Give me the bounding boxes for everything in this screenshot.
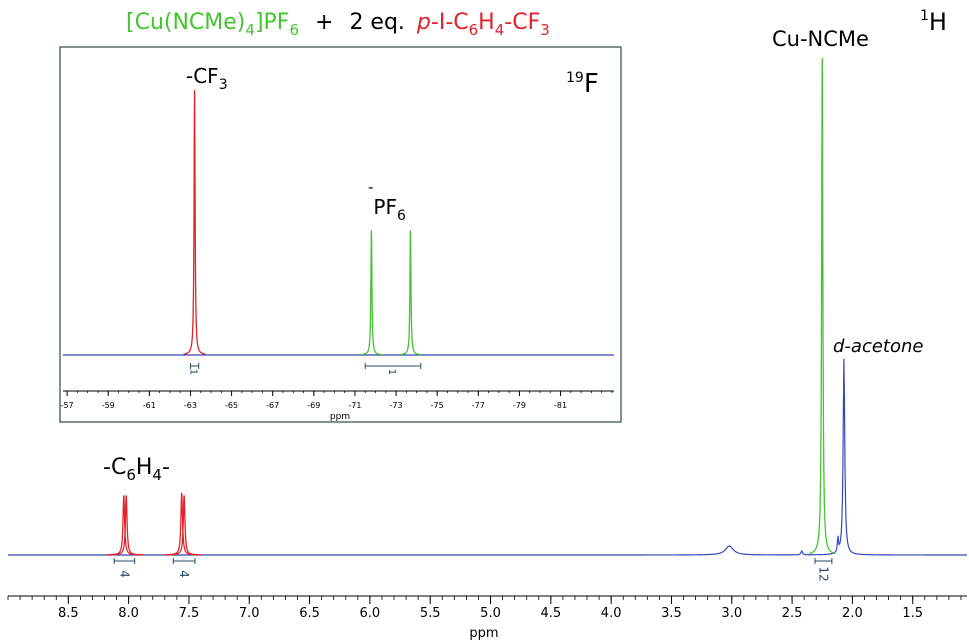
- h1-major-ticks: 8.5 8.0 7.5 7.0 6.5 6.0 5.5 5.0 4.5 4.0 3.5 3.0 2.5 2…: [58, 596, 923, 621]
- aryl-label-mid: H: [136, 455, 153, 480]
- h1-tick-label: 7.5: [179, 606, 200, 621]
- h1-tick-label: 5.5: [420, 606, 441, 621]
- h1-spectrum: 8.5 8.0 7.5 7.0 6.5 6.0 5.5 5.0 4.5 4.0 3.5 3.0 2.5 2…: [7, 27, 967, 641]
- f19-tick-label: -71: [348, 401, 361, 410]
- f19-tick-label: -65: [225, 401, 238, 410]
- reagent2-sub1: 6: [469, 21, 479, 39]
- reagent1-sub: 4: [245, 21, 255, 39]
- f19-tick-label: -79: [513, 401, 526, 410]
- h1-integral-value: 4: [177, 570, 191, 578]
- h1-integrals: 4 4 12: [113, 558, 833, 582]
- h1-tick-label: 8.5: [58, 606, 79, 621]
- aryl-label-start: -C: [103, 455, 126, 480]
- aryl-label-sub1: 6: [126, 466, 136, 484]
- pf6-label-pre: -: [368, 178, 373, 196]
- f19-inset: 19F -57 -59 -61 -63 -65 -67 -69 -71 -73 -75 -77 -79…: [59, 46, 622, 423]
- reagent2-sub2: 4: [495, 21, 505, 39]
- h1-tick-label: 4.5: [540, 606, 561, 621]
- h1-tick-label: 5.0: [480, 606, 501, 621]
- h1-tick-label: 1.5: [902, 606, 923, 621]
- aryl-label-end: -: [162, 455, 170, 480]
- h1-tick-label: 2.0: [842, 606, 863, 621]
- h1-nucleus-label: 1H: [920, 8, 947, 36]
- h1-tick-label: 3.0: [721, 606, 742, 621]
- cf3-label: -CF3: [186, 64, 228, 93]
- f19-tick-label: -81: [554, 401, 567, 410]
- reagent1-end: ]PF: [255, 10, 290, 35]
- f19-tick-label: -69: [307, 401, 320, 410]
- pf6-label-sub: 6: [397, 208, 406, 224]
- f19-tick-label: -67: [266, 401, 279, 410]
- h1-tick-label: 2.5: [782, 606, 803, 621]
- h1-peak-cu-ncme: [809, 57, 836, 555]
- f19-peaks: [183, 89, 422, 356]
- f19-tick-label: -59: [102, 401, 115, 410]
- h1-super: 1: [920, 8, 929, 24]
- equivalents: 2 eq.: [349, 10, 404, 35]
- h1-peak-aryl-a-2: [108, 495, 144, 556]
- h1-tick-label: 8.0: [118, 606, 139, 621]
- reagent1-sub2: 6: [289, 21, 299, 39]
- h1-tick-label: 6.0: [360, 606, 381, 621]
- f19-base: F: [584, 69, 599, 99]
- h1-tick-label: 3.5: [661, 606, 682, 621]
- f19-tick-label: -73: [390, 401, 403, 410]
- reagent2: -I-C: [431, 10, 469, 35]
- reagent2-sub3: 3: [540, 21, 550, 39]
- pf6-label-text: PF: [373, 195, 397, 219]
- pf6-label: -PF6: [368, 178, 406, 224]
- plus-sign: +: [315, 10, 333, 35]
- f19-major-ticks: -57 -59 -61 -63 -65 -67 -69 -71 -73 -75 -77 -79 -81: [61, 391, 567, 410]
- f19-tick-label: -77: [472, 401, 485, 410]
- inset-frame: [59, 46, 622, 423]
- h1-integral-value: 4: [117, 570, 131, 578]
- aryl-label-sub2: 4: [152, 466, 162, 484]
- f19-peak-cf3: [183, 89, 206, 355]
- reagent2-mid: H: [478, 10, 495, 35]
- f19-nucleus-label: 19F: [566, 69, 599, 99]
- f19-tick-label: -63: [184, 401, 197, 410]
- h1-integral-value: 12: [816, 566, 830, 581]
- reagent1: [Cu(NCMe): [126, 10, 245, 35]
- h1-peaks: [106, 57, 836, 556]
- acetone-label: d-acetone: [833, 336, 923, 357]
- f19-peak-pf6-1: [360, 230, 383, 356]
- reaction-title: [Cu(NCMe)4]PF6 +2 eq. p-I-C6H4-CF3: [126, 10, 550, 39]
- h1-tick-label: 4.0: [601, 606, 622, 621]
- h1-base: H: [929, 8, 947, 36]
- h1-x-axis-label: ppm: [469, 626, 498, 641]
- cf3-label-sub: 3: [219, 77, 228, 93]
- reagent2-end: -CF: [504, 10, 540, 35]
- h1-peak-aryl-b-2: [166, 495, 202, 556]
- f19-peak-pf6-2: [399, 230, 422, 356]
- f19-tick-label: -75: [431, 401, 444, 410]
- f19-integral-value: 1: [386, 369, 397, 375]
- cf3-label-text: -CF: [186, 64, 219, 88]
- reagent2-italic: p: [416, 10, 431, 35]
- h1-tick-label: 7.0: [239, 606, 260, 621]
- aryl-label: -C6H4-: [103, 455, 170, 484]
- f19-super: 19: [566, 70, 584, 86]
- f19-x-axis-label: ppm: [330, 412, 350, 422]
- f19-tick-label: -61: [143, 401, 156, 410]
- h1-minor-ticks: [7, 596, 962, 600]
- f19-tick-label: -57: [61, 401, 74, 410]
- h1-tick-label: 6.5: [299, 606, 320, 621]
- f19-integral-value: 1: [188, 369, 199, 375]
- cu-ncme-label: Cu-NCMe: [772, 27, 869, 51]
